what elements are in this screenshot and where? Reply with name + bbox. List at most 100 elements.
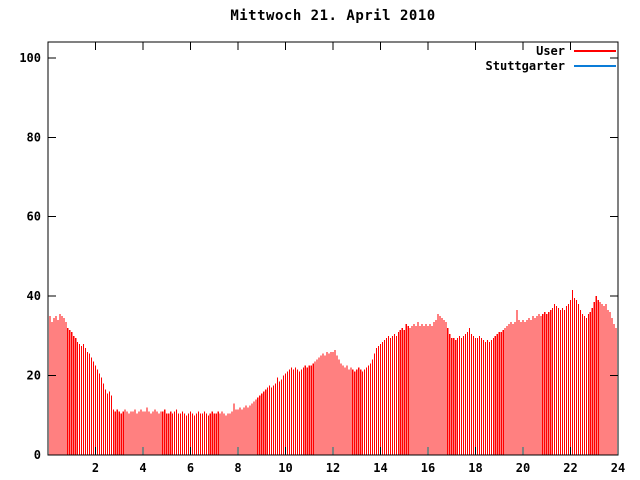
bar [90, 357, 93, 455]
bar [318, 357, 320, 455]
bar [89, 353, 91, 455]
bar [496, 333, 498, 455]
bar [255, 399, 257, 455]
bar [556, 306, 558, 455]
bar [449, 333, 451, 455]
bar [195, 413, 197, 455]
bar [269, 385, 271, 455]
legend-line-stuttgarter-sample [574, 65, 616, 67]
bar [439, 316, 441, 455]
bar [492, 337, 494, 455]
bar [75, 337, 77, 455]
x-tick-label: 8 [234, 461, 241, 475]
bar [605, 304, 607, 455]
bar [425, 323, 427, 455]
bar [308, 365, 310, 455]
bar [344, 367, 346, 455]
bar [544, 312, 546, 455]
bar [219, 413, 221, 455]
bar [168, 413, 170, 455]
bar [540, 316, 542, 455]
bar [431, 325, 433, 455]
bar [231, 411, 233, 455]
bar [364, 369, 366, 455]
bar [560, 310, 562, 455]
bar [296, 369, 298, 455]
bar [542, 314, 544, 455]
bar [550, 310, 552, 455]
bar [118, 411, 120, 455]
bar [589, 312, 591, 455]
bar [94, 365, 97, 455]
bar [271, 387, 273, 455]
bar [63, 318, 65, 455]
bar [152, 411, 154, 455]
bar [470, 333, 473, 455]
bar [453, 337, 455, 455]
x-tick-label: 4 [139, 461, 146, 475]
bar [229, 413, 231, 455]
bar [275, 383, 277, 455]
bar [110, 395, 112, 455]
bar [265, 389, 267, 455]
bar [300, 369, 302, 455]
bar [451, 337, 453, 455]
bar [506, 325, 508, 455]
bar [599, 302, 601, 455]
bar [239, 407, 241, 455]
bar [237, 409, 239, 455]
bar [520, 321, 522, 455]
x-tick-label: 22 [563, 461, 577, 475]
bar [67, 327, 69, 455]
bar [217, 411, 219, 455]
legend-line-user-sample [574, 50, 616, 52]
y-tick-label: 80 [27, 130, 41, 144]
bar [443, 319, 445, 455]
bar [100, 377, 102, 455]
bar [447, 327, 449, 455]
bar [411, 325, 413, 455]
bar [494, 335, 496, 455]
bar [182, 411, 184, 455]
bar [445, 321, 447, 455]
bar [613, 323, 615, 455]
bar [122, 411, 124, 455]
bar [403, 329, 405, 455]
bar [601, 304, 603, 455]
bar [290, 367, 292, 455]
bar [334, 349, 336, 455]
bar [368, 365, 370, 455]
bar [395, 335, 397, 455]
bar [536, 316, 538, 455]
bar [225, 415, 227, 455]
bar [377, 345, 380, 455]
bar [166, 413, 168, 455]
bar [340, 363, 342, 455]
bar [279, 381, 281, 455]
bar [128, 413, 130, 455]
bar [433, 321, 435, 455]
bar [51, 321, 53, 455]
bar [465, 333, 467, 455]
bar [407, 325, 409, 455]
bar [235, 409, 237, 455]
bar [372, 359, 374, 455]
bar [193, 415, 196, 455]
bar [348, 369, 350, 455]
bar [116, 409, 118, 455]
bar [243, 407, 245, 455]
bar [310, 365, 312, 455]
bar [83, 343, 85, 455]
bar [55, 316, 57, 455]
bar [478, 335, 481, 455]
legend-label-user: User [536, 44, 565, 58]
bar [518, 319, 520, 455]
bar [360, 369, 362, 455]
bar [205, 413, 207, 455]
bar [526, 319, 528, 455]
bar [81, 345, 83, 455]
x-tick-label: 6 [187, 461, 194, 475]
bar [427, 325, 429, 455]
bar [69, 329, 71, 455]
